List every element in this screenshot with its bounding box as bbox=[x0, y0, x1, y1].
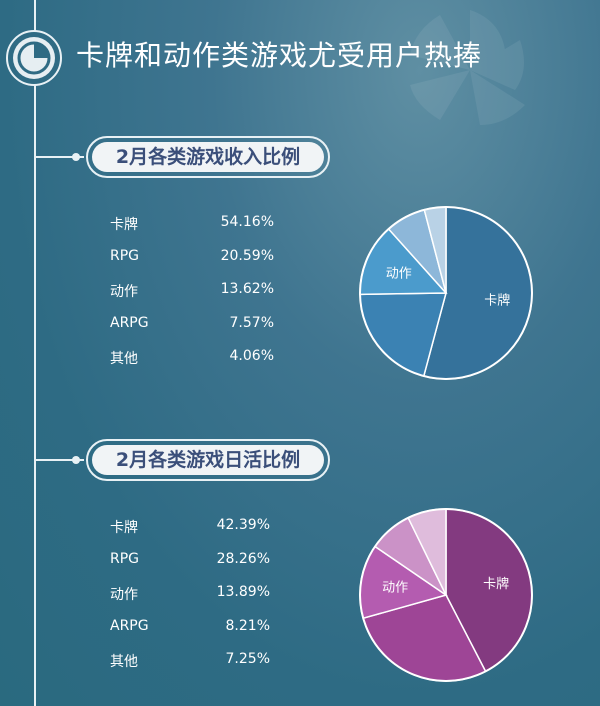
legend-category: 卡牌 bbox=[110, 217, 138, 233]
legend-row: 其他 4.06% bbox=[110, 348, 274, 382]
legend-value: 7.25% bbox=[225, 651, 270, 668]
legend-value: 8.21% bbox=[225, 617, 270, 634]
section-header-revenue: 2月各类游戏收入比例 bbox=[86, 136, 330, 178]
timeline-line bbox=[34, 0, 36, 706]
legend-row: RPG 20.59% bbox=[110, 248, 274, 282]
legend-value: 54.16% bbox=[220, 214, 274, 230]
legend-category: 动作 bbox=[110, 587, 138, 604]
pie-outline bbox=[359, 206, 533, 380]
revenue-pie-chart: 卡牌 动作 bbox=[359, 206, 533, 380]
legend-category: ARPG bbox=[110, 314, 149, 331]
section-connector bbox=[36, 156, 84, 158]
legend-category: RPG bbox=[110, 247, 140, 264]
legend-value: 42.39% bbox=[216, 517, 270, 533]
pie-slice-label: 卡牌 bbox=[484, 293, 510, 309]
legend-value: 4.06% bbox=[229, 348, 274, 365]
legend-dau: 卡牌 42.39% RPG 28.26% 动作 13.89% ARPG 8.21… bbox=[110, 517, 270, 685]
section-header-dau: 2月各类游戏日活比例 bbox=[86, 439, 330, 481]
legend-row: RPG 28.26% bbox=[110, 551, 270, 585]
legend-row: 动作 13.62% bbox=[110, 281, 274, 315]
pie-slice-label: 动作 bbox=[386, 266, 412, 281]
legend-category: 其他 bbox=[110, 654, 138, 671]
legend-row: 其他 7.25% bbox=[110, 651, 270, 685]
legend-value: 7.57% bbox=[229, 314, 274, 331]
legend-category: 其他 bbox=[110, 351, 138, 368]
section-title: 2月各类游戏收入比例 bbox=[92, 142, 324, 172]
legend-category: 动作 bbox=[110, 284, 138, 301]
pie-slice-label: 卡牌 bbox=[483, 576, 509, 592]
legend-revenue: 卡牌 54.16% RPG 20.59% 动作 13.62% ARPG 7.57… bbox=[110, 214, 274, 382]
pie-slice-label: 动作 bbox=[382, 581, 408, 596]
pie-outline bbox=[359, 508, 533, 682]
legend-row: 卡牌 42.39% bbox=[110, 517, 270, 551]
legend-value: 28.26% bbox=[216, 550, 270, 567]
legend-row: 卡牌 54.16% bbox=[110, 214, 274, 248]
legend-category: 卡牌 bbox=[110, 520, 138, 536]
legend-category: ARPG bbox=[110, 617, 149, 634]
page-title: 卡牌和动作类游戏尤受用户热捧 bbox=[76, 39, 483, 72]
legend-row: 动作 13.89% bbox=[110, 584, 270, 618]
legend-category: RPG bbox=[110, 550, 140, 567]
legend-row: ARPG 8.21% bbox=[110, 618, 270, 652]
section-title: 2月各类游戏日活比例 bbox=[92, 445, 324, 475]
legend-value: 13.89% bbox=[216, 584, 270, 601]
legend-row: ARPG 7.57% bbox=[110, 315, 274, 349]
legend-value: 13.62% bbox=[220, 281, 274, 298]
section-connector bbox=[36, 459, 84, 461]
legend-value: 20.59% bbox=[220, 247, 274, 264]
pie-chart-icon bbox=[6, 30, 62, 86]
dau-pie-chart: 卡牌 动作 bbox=[359, 508, 533, 682]
